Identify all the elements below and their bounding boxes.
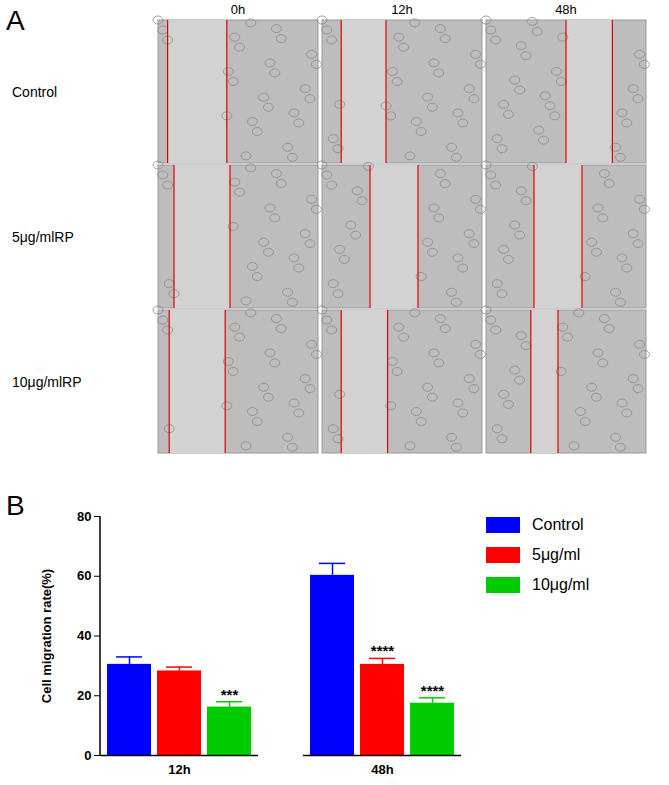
- svg-text:40: 40: [77, 628, 91, 643]
- html-text:Control: Control: [532, 516, 584, 533]
- svg-text:20: 20: [77, 688, 91, 703]
- svg-text:48h: 48h: [371, 762, 393, 777]
- html-text:B: B: [6, 490, 25, 521]
- svg-text:0: 0: [84, 748, 91, 763]
- svg-text:5μg/mlRP: 5μg/mlRP: [12, 229, 74, 245]
- svg-text:12h: 12h: [168, 762, 190, 777]
- html-text:5μg/ml: 5μg/ml: [532, 546, 581, 563]
- svg-text:80: 80: [77, 509, 91, 524]
- html-text:10μg/ml: 10μg/ml: [532, 576, 590, 593]
- svg-text:A: A: [6, 5, 25, 36]
- svg-text:48h: 48h: [555, 2, 577, 17]
- svg-text:10μg/mlRP: 10μg/mlRP: [12, 374, 82, 390]
- svg-text:12h: 12h: [391, 2, 413, 17]
- svg-text:60: 60: [77, 568, 91, 583]
- svg-text:Cell migration rate(%): Cell migration rate(%): [39, 569, 54, 703]
- svg-text:***: ***: [221, 686, 239, 703]
- svg-text:Control: Control: [12, 84, 57, 100]
- svg-text:****: ****: [421, 682, 445, 699]
- svg-text:0h: 0h: [231, 2, 245, 17]
- svg-text:****: ****: [371, 642, 395, 659]
